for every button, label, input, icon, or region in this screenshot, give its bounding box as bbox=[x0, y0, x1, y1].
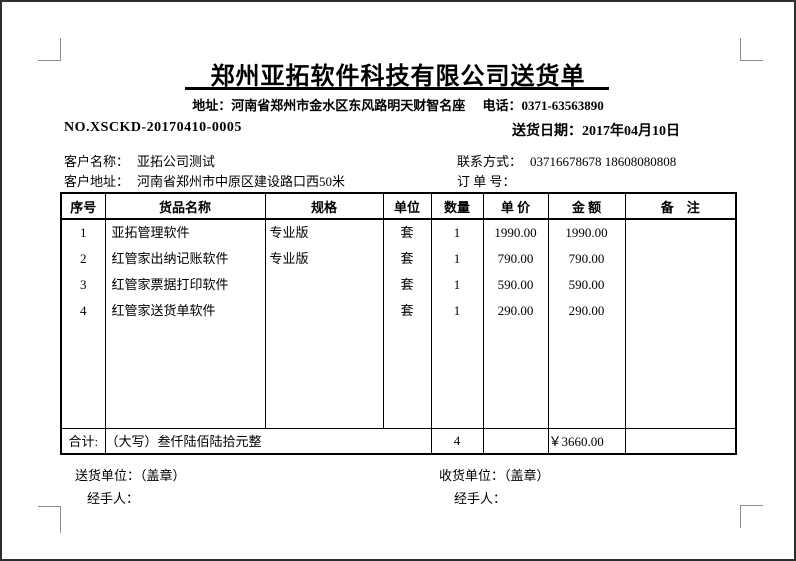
cell-price: 590.00 bbox=[497, 277, 534, 292]
sender-unit-label: 送货单位：（盖章） bbox=[75, 468, 186, 483]
cell-seq: 1 bbox=[80, 225, 87, 240]
goods-table: 序号 货品名称 规格 单位 数量 单 价 金 额 备 注 1 2 3 4 亚拓管… bbox=[60, 192, 737, 455]
cell-unit: 套 bbox=[400, 303, 414, 318]
company-address: 地址：河南省郑州市金水区东风路明天财智名座 bbox=[192, 98, 466, 113]
contact-label: 联系方式： bbox=[457, 154, 523, 169]
order-no-row: 订 单 号： bbox=[457, 171, 524, 190]
cell-goods-name: 红管家出纳记账软件 bbox=[111, 251, 229, 266]
note-column bbox=[624, 219, 736, 428]
cell-qty: 1 bbox=[453, 303, 461, 318]
customer-address-value: 河南省郑州市中原区建设路口西50米 bbox=[137, 174, 346, 189]
qty-column: 1 1 1 1 bbox=[430, 219, 483, 428]
customer-name-label: 客户名称： bbox=[64, 154, 130, 169]
crop-mark-top-right bbox=[740, 38, 763, 61]
cell-seq: 3 bbox=[80, 277, 87, 292]
crop-mark-bottom-right bbox=[740, 505, 763, 528]
cell-spec: 专业版 bbox=[269, 225, 309, 240]
cell-price: 1990.00 bbox=[494, 225, 537, 240]
delivery-date-value: 2017年04月10日 bbox=[582, 124, 680, 139]
cell-seq: 2 bbox=[80, 251, 87, 266]
total-label-cell: 合计: bbox=[61, 427, 105, 454]
company-phone: 电话：0371-63563890 bbox=[482, 98, 604, 113]
cell-qty: 1 bbox=[453, 277, 461, 292]
total-qty-cell: 4 bbox=[430, 427, 483, 454]
cell-note bbox=[626, 246, 736, 272]
col-header-qty: 数量 bbox=[430, 193, 483, 220]
cell-amount: 590.00 bbox=[568, 277, 605, 292]
customer-name-row: 客户名称： 亚拓公司测试 bbox=[64, 151, 215, 170]
total-row: 合计: （大写）叁仟陆佰陆拾元整 4 ￥3660.00 bbox=[61, 427, 736, 454]
cell-amount: 290.00 bbox=[568, 303, 605, 318]
col-header-price: 单 价 bbox=[482, 193, 548, 220]
col-header-amount: 金 额 bbox=[547, 193, 625, 220]
cell-goods-name: 亚拓管理软件 bbox=[111, 225, 190, 240]
total-note-empty-cell bbox=[624, 427, 736, 454]
contact-value: 03716678678 18608080808 bbox=[530, 154, 677, 169]
delivery-date-line: 送货日期：2017年04月10日 bbox=[512, 120, 680, 140]
amount-column: 1990.00 790.00 590.00 290.00 bbox=[547, 219, 625, 428]
cell-note bbox=[626, 298, 736, 324]
goods-name-column: 亚拓管理软件 红管家出纳记账软件 红管家票据打印软件 红管家送货单软件 bbox=[104, 219, 265, 428]
col-header-unit: 单位 bbox=[382, 193, 431, 220]
total-amount-cell: ￥3660.00 bbox=[547, 427, 625, 454]
customer-address-label: 客户地址： bbox=[64, 174, 130, 189]
sender-handler-label: 经手人： bbox=[87, 491, 140, 506]
cell-goods-name: 红管家送货单软件 bbox=[111, 303, 216, 318]
cell-price: 790.00 bbox=[497, 251, 534, 266]
price-column: 1990.00 790.00 590.00 290.00 bbox=[482, 219, 548, 428]
cell-price: 290.00 bbox=[497, 303, 534, 318]
cell-qty: 1 bbox=[453, 251, 461, 266]
delivery-date-label: 送货日期： bbox=[512, 124, 582, 139]
col-header-seq: 序号 bbox=[61, 193, 105, 220]
cell-spec bbox=[266, 272, 383, 298]
customer-name-value: 亚拓公司测试 bbox=[137, 154, 216, 169]
order-number: NO.XSCKD-20170410-0005 bbox=[64, 120, 242, 135]
cell-qty: 1 bbox=[453, 225, 461, 240]
crop-mark-bottom-left bbox=[38, 506, 61, 533]
cell-unit: 套 bbox=[400, 225, 414, 240]
receiver-unit-label: 收货单位：（盖章） bbox=[439, 468, 550, 483]
cell-amount: 1990.00 bbox=[565, 225, 608, 240]
cell-unit: 套 bbox=[400, 251, 414, 266]
seq-column: 1 2 3 4 bbox=[61, 219, 105, 428]
col-header-note: 备 注 bbox=[624, 193, 736, 220]
table-body: 1 2 3 4 亚拓管理软件 红管家出纳记账软件 红管家票据打印软件 红管家送货… bbox=[61, 219, 736, 428]
receiver-handler-label: 经手人： bbox=[454, 491, 507, 506]
cell-goods-name: 红管家票据打印软件 bbox=[111, 277, 229, 292]
cell-spec: 专业版 bbox=[269, 251, 309, 266]
total-price-empty-cell bbox=[482, 427, 548, 454]
customer-address-row: 客户地址： 河南省郑州市中原区建设路口西50米 bbox=[64, 171, 345, 190]
title-underline bbox=[185, 87, 609, 90]
cell-unit: 套 bbox=[400, 277, 414, 292]
col-header-spec: 规格 bbox=[264, 193, 383, 220]
company-title: 郑州亚拓软件科技有限公司送货单 bbox=[210, 64, 586, 90]
contact-row: 联系方式： 03716678678 18608080808 bbox=[457, 151, 676, 170]
total-amount-in-words-cell: （大写）叁仟陆佰陆拾元整 bbox=[104, 427, 431, 454]
table-header-row: 序号 货品名称 规格 单位 数量 单 价 金 额 备 注 bbox=[61, 193, 736, 220]
cell-amount: 790.00 bbox=[568, 251, 605, 266]
company-address-line: 地址：河南省郑州市金水区东风路明天财智名座 电话：0371-63563890 bbox=[2, 95, 794, 114]
cell-spec bbox=[266, 298, 383, 324]
unit-column: 套 套 套 套 bbox=[382, 219, 431, 428]
cell-note bbox=[626, 220, 736, 246]
col-header-goods-name: 货品名称 bbox=[104, 193, 265, 220]
crop-mark-top-left bbox=[38, 38, 61, 61]
cell-note bbox=[626, 272, 736, 298]
order-no-label: 订 单 号： bbox=[457, 174, 516, 189]
spec-column: 专业版 专业版 bbox=[264, 219, 383, 428]
cell-seq: 4 bbox=[80, 303, 87, 318]
